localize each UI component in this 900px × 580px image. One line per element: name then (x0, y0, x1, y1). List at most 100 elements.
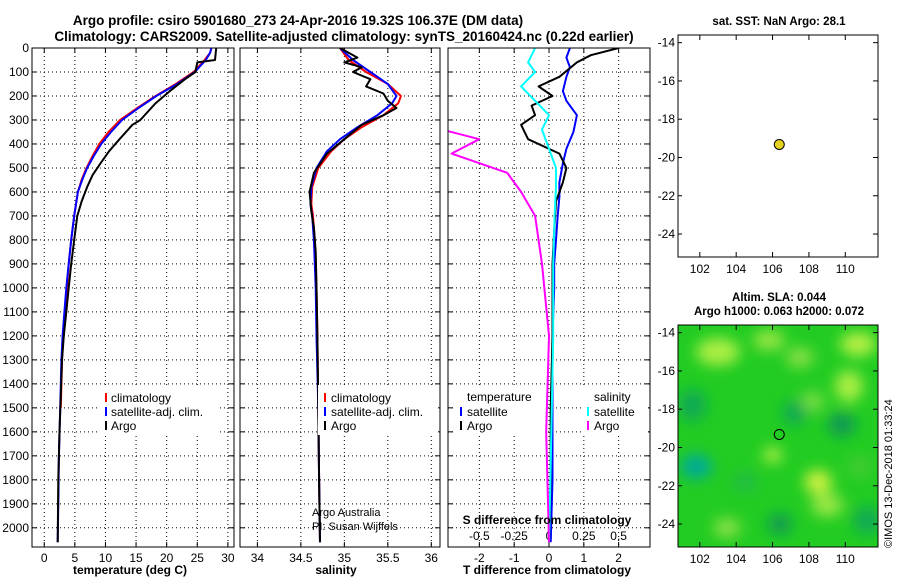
legend-temperature-heading: temperature (467, 390, 532, 404)
y-tick-label: 700 (9, 209, 29, 223)
sla-map-title-2: Argo h1000: 0.063 h2000: 0.072 (694, 306, 864, 318)
sla-blob-layer (678, 330, 878, 538)
lon-tick-label: 108 (799, 552, 819, 566)
x-tick-label: 35.5 (376, 551, 400, 565)
x2-tick-label: 0.25 (572, 529, 596, 543)
legend-sal-argo-label: Argo (594, 419, 620, 433)
lat-tick-label: -18 (658, 402, 676, 416)
y-tick-label: 1400 (2, 377, 29, 391)
sla-anomaly-blob (713, 517, 742, 538)
x-tick-label: -1 (509, 551, 520, 565)
y-tick-label: 1700 (2, 449, 29, 463)
lon-tick-label: 106 (763, 552, 783, 566)
x-tick-label: -2 (474, 551, 485, 565)
plot-frame (31, 47, 235, 548)
temperature-axis-label: temperature (deg C) (73, 563, 187, 577)
y-tick-label: 800 (9, 233, 29, 247)
sla-anomaly-blob (834, 370, 863, 403)
y-tick-label: 300 (9, 113, 29, 127)
legend-satellite-label: satellite-adj. clim. (111, 405, 203, 419)
series-line-salinity-argo (448, 130, 550, 543)
argo-float-marker (773, 138, 785, 150)
y-tick-label: 900 (9, 257, 29, 271)
y-tick-label: 100 (9, 65, 29, 79)
x-tick-label: 0 (41, 551, 48, 565)
series-group (448, 48, 619, 543)
argo-float-marker (773, 428, 785, 440)
lat-tick-label: -24 (658, 227, 676, 241)
lon-tick-label: 102 (690, 552, 710, 566)
lat-tick-label: -16 (658, 74, 676, 88)
t-difference-axis-label: T difference from climatology (463, 563, 631, 577)
sla-anomaly-blobs (678, 330, 878, 538)
y-tick-label: 200 (9, 89, 29, 103)
credit-pi-name: PI: Susan Wijffels (312, 521, 398, 533)
map-frame (677, 324, 879, 548)
sst-map-title: sat. SST: NaN Argo: 28.1 (712, 16, 846, 28)
sla-anomaly-blob (804, 469, 832, 494)
lon-tick-label: 104 (726, 262, 746, 276)
lat-tick-label: -14 (658, 326, 676, 340)
lat-tick-label: -22 (658, 189, 676, 203)
x-tick-label: 1 (580, 551, 587, 565)
figure-title-line-2: Climatology: CARS2009. Satellite-adjuste… (54, 29, 633, 44)
lat-tick-label: -20 (658, 440, 676, 454)
x-tick-label: 2 (615, 551, 622, 565)
x-tick-label: 15 (129, 551, 143, 565)
x-tick-label: 30 (221, 551, 235, 565)
legend-climatology-label: climatology (111, 391, 171, 405)
series-group (308, 48, 402, 543)
x-tick-label: 36 (425, 551, 439, 565)
x2-tick-label: -0.25 (500, 529, 528, 543)
x-tick-label: 34.5 (289, 551, 313, 565)
y-tick-label: 2000 (2, 521, 29, 535)
legend-argo-label: Argo (111, 419, 137, 433)
legend-satellite-label: satellite-adj. clim. (331, 405, 423, 419)
salinity-legend: climatology satellite-adj. clim. Argo (318, 385, 438, 435)
x-tick-label: 5 (72, 551, 79, 565)
lat-tick-label: -18 (658, 112, 676, 126)
x-tick-label: 20 (160, 551, 174, 565)
y-tick-label: 500 (9, 161, 29, 175)
difference-legend: temperature satellite Argo salinity sate… (455, 386, 648, 436)
legend-sal-satellite-label: satellite (594, 405, 635, 419)
lon-tick-label: 110 (836, 262, 855, 276)
figure-title-line-1: Argo profile: csiro 5901680_273 24-Apr-2… (73, 13, 523, 28)
salinity-axis-label: salinity (315, 563, 357, 577)
plot-area (448, 48, 650, 547)
temperature-profile-panel: 0 5 10 15 20 25 300100200300400500600700800900… (2, 41, 235, 565)
legend-argo-label: Argo (331, 419, 357, 433)
lat-tick-label: -14 (658, 36, 676, 50)
sla-map-title-1: Altim. SLA: 0.044 (732, 292, 827, 304)
y-tick-label: 400 (9, 137, 29, 151)
sla-anomaly-blob (827, 412, 856, 437)
salinity-profile-panel: 34 34.5 35 35.5 36 (239, 47, 441, 565)
y-tick-label: 1800 (2, 473, 29, 487)
lon-tick-label: 110 (836, 552, 855, 566)
lon-tick-label: 108 (799, 262, 819, 276)
sla-anomaly-blob (733, 471, 758, 492)
legend-temp-satellite-label: satellite (467, 405, 508, 419)
plot-area (32, 48, 234, 547)
sla-anomaly-blob (840, 332, 876, 357)
sla-anomaly-blob (847, 456, 872, 477)
x-tick-label: 10 (99, 551, 113, 565)
lon-tick-label: 102 (690, 262, 710, 276)
y-tick-label: 1200 (2, 329, 29, 343)
series-line-salinity-satellite (520, 48, 557, 543)
y-tick-label: 1600 (2, 425, 29, 439)
map-frame (677, 34, 879, 258)
lon-tick-label: 106 (763, 262, 783, 276)
s-difference-axis-label: S difference from climatology (463, 513, 632, 527)
lat-tick-label: -22 (658, 479, 676, 493)
y-tick-label: 1000 (2, 281, 29, 295)
x-tick-label: 0 (546, 551, 553, 565)
x-tick-label: 34 (251, 551, 265, 565)
y-tick-label: 1900 (2, 497, 29, 511)
sla-anomaly-blob (767, 514, 792, 535)
sla-anomaly-blob (811, 492, 844, 517)
sla-anomaly-blob (678, 389, 707, 422)
imos-timestamp: ©IMOS 13-Dec-2018 01:33:24 (883, 399, 895, 548)
x2-tick-label: 0.5 (610, 529, 627, 543)
